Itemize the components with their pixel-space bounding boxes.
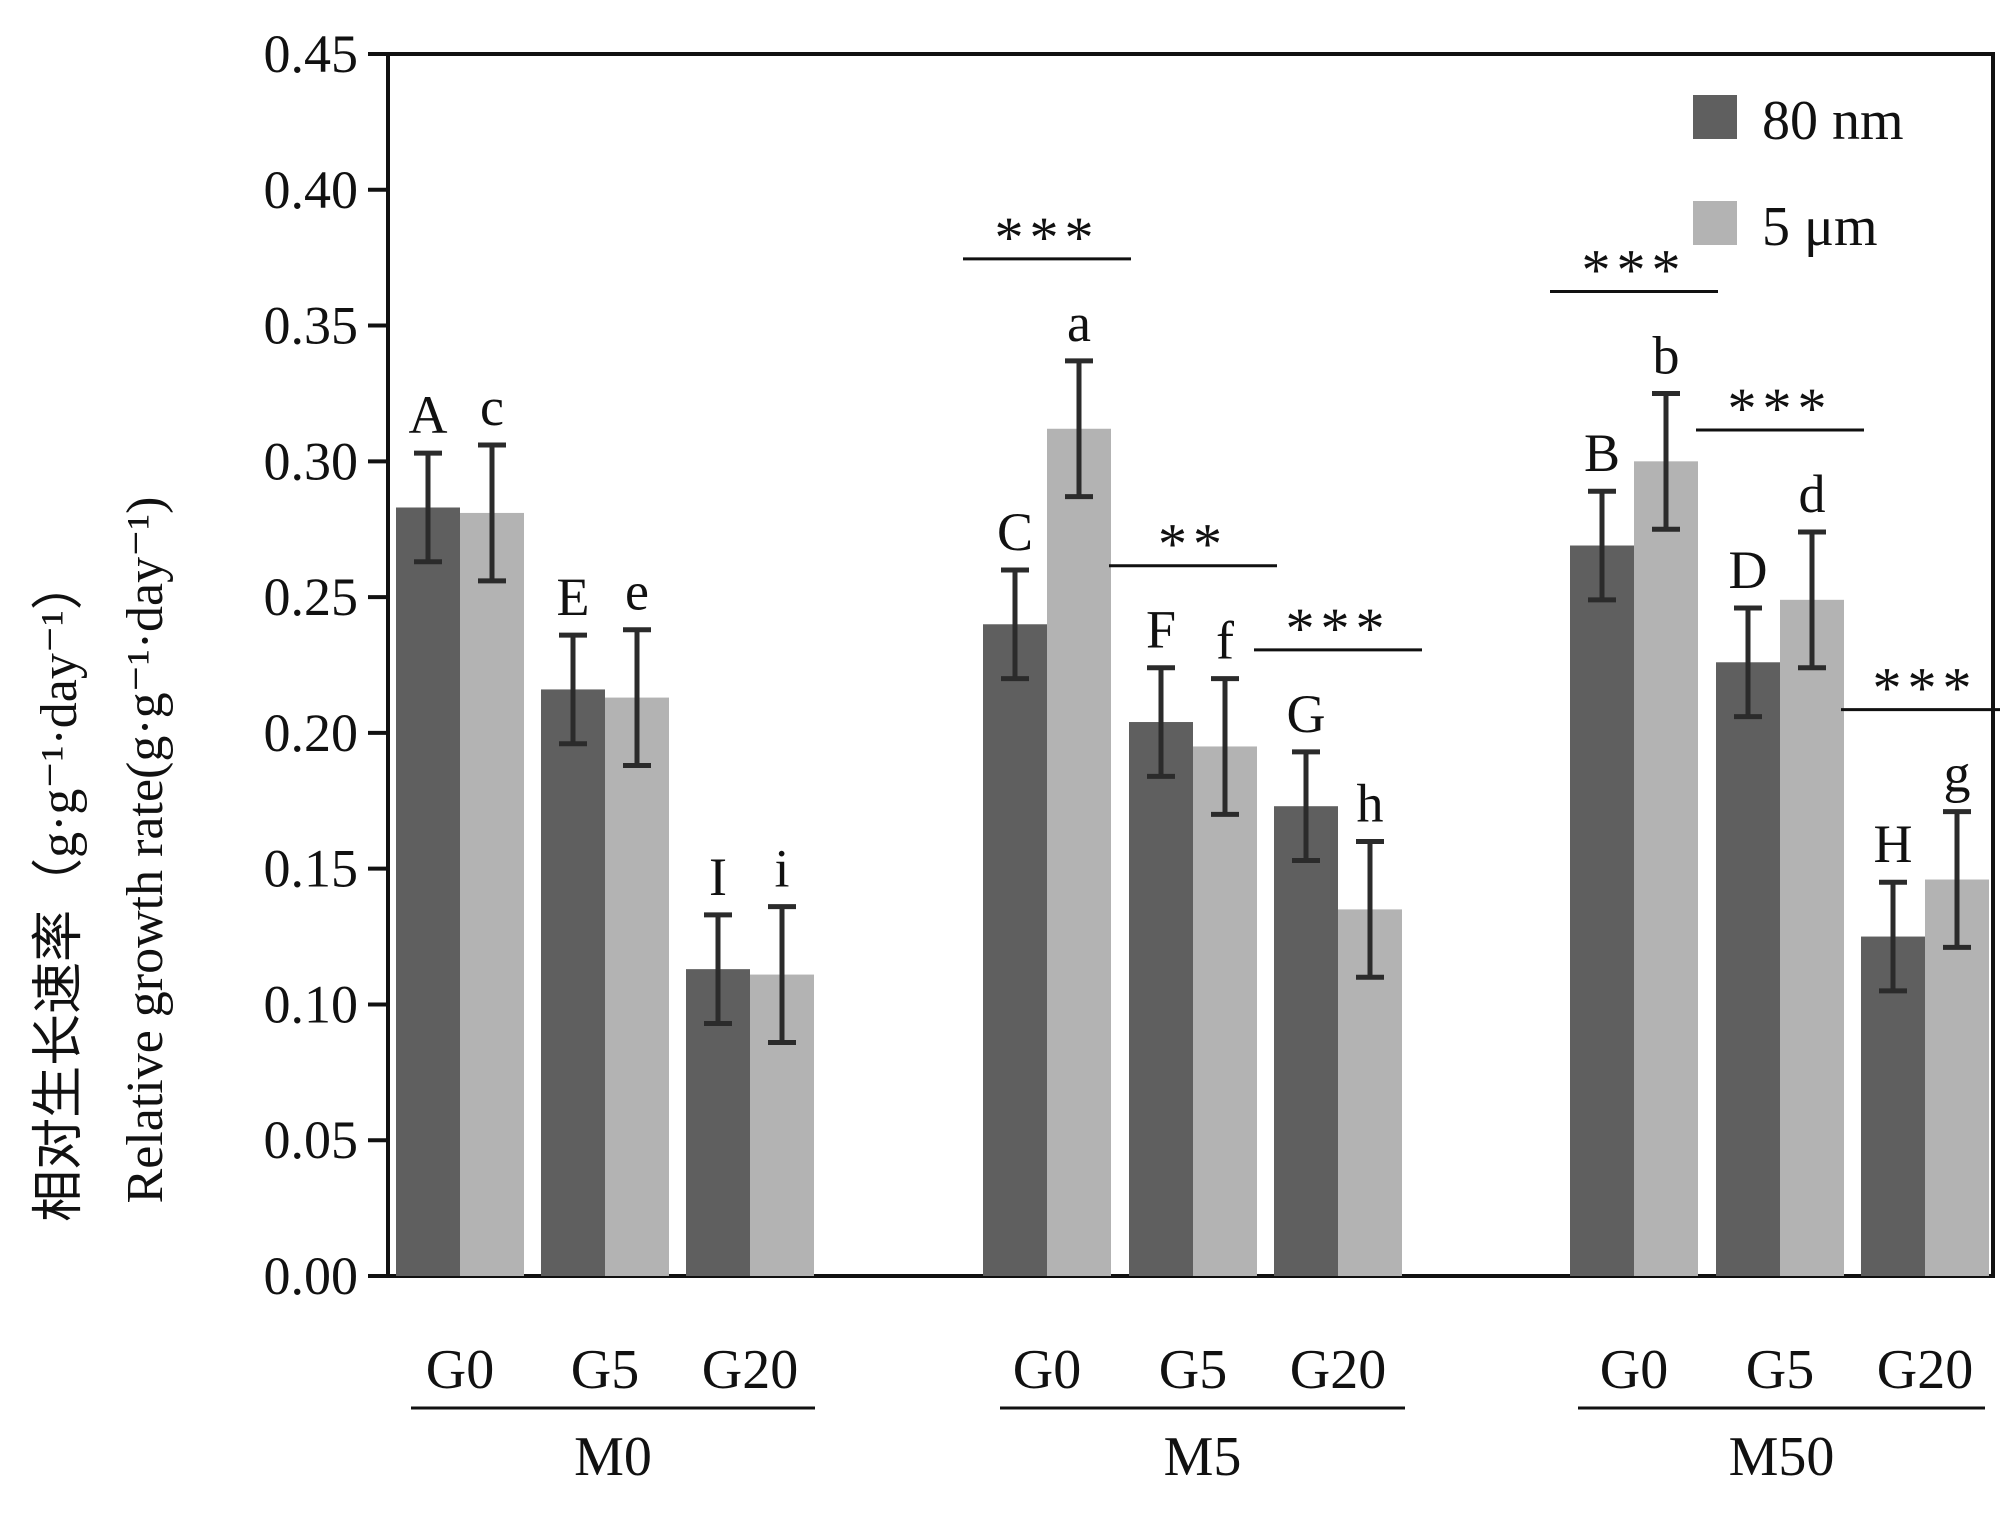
axes: 0.00 0.05 0.10 0.15 0.20 0.25 0.30 0.35 0.40 0.45: [264, 24, 1995, 1306]
y-tick-label: 0.20: [264, 703, 359, 763]
bar-M50-G0-5μm: [1634, 461, 1698, 1276]
legend: 80 nm 5 μm: [1693, 90, 1904, 258]
x-category-label: G20: [1877, 1339, 1973, 1401]
y-tick-label: 0.10: [264, 974, 359, 1034]
significance-asterisks: **: [1158, 512, 1228, 577]
y-tick-label: 0.00: [264, 1246, 359, 1306]
y-tick-label: 0.25: [264, 567, 359, 627]
significance-letter: b: [1653, 325, 1680, 385]
bar-M5-G5-80nm: [1129, 722, 1193, 1276]
significance-letter: A: [409, 385, 448, 445]
legend-label: 5 μm: [1762, 196, 1878, 258]
y-tick-label: 0.45: [264, 24, 359, 84]
y-tick-label: 0.30: [264, 431, 359, 491]
significance-letter: E: [557, 567, 590, 627]
bar-M50-G5-5μm: [1780, 599, 1844, 1276]
y-axis-title-english: Relative growth rate(g·g⁻¹·day⁻¹): [117, 497, 174, 1204]
x-axis-labels: G0 G5 G20 M0 G0 G5 G20 M5 G0 G5 G20 M50: [411, 1339, 1985, 1488]
bar-M0-G5-5μm: [605, 697, 669, 1276]
x-category-label: G0: [1600, 1339, 1668, 1401]
x-category-label: G5: [1746, 1339, 1814, 1401]
significance-asterisks: ***: [1286, 596, 1391, 661]
y-tick-label: 0.15: [264, 839, 359, 899]
significance-letter: F: [1146, 600, 1176, 660]
significance-letter: a: [1067, 293, 1091, 353]
bar-M50-G5-80nm: [1716, 662, 1780, 1276]
y-tick-label: 0.40: [264, 160, 359, 220]
significance-letter: B: [1584, 423, 1620, 483]
legend-swatch: [1693, 201, 1737, 245]
x-group-label: M50: [1729, 1426, 1835, 1488]
bar-M5-G0-5μm: [1047, 428, 1111, 1276]
significance-letter: c: [480, 377, 504, 437]
x-category-label: G0: [426, 1339, 494, 1401]
bar-M0-G5-80nm: [541, 689, 605, 1276]
bars-layer: [396, 358, 1989, 1276]
y-tick-label: 0.35: [264, 296, 359, 356]
significance-asterisks: ***: [1873, 656, 1978, 721]
y-axis-title-chinese: 相对生长速率（g·g⁻¹·day⁻¹）: [31, 558, 88, 1222]
significance-letter: g: [1944, 744, 1971, 804]
x-category-label: G20: [1290, 1339, 1386, 1401]
significance-letter: i: [774, 839, 789, 899]
bar-M5-G0-80nm: [983, 624, 1047, 1276]
significance-letter: C: [997, 502, 1033, 562]
significance-letter: f: [1216, 611, 1234, 671]
legend-label: 80 nm: [1762, 90, 1904, 152]
significance-asterisks: ***: [1728, 376, 1833, 441]
significance-letter: H: [1874, 814, 1913, 874]
significance-letter: G: [1287, 684, 1326, 744]
significance-letter: e: [625, 562, 649, 622]
legend-swatch: [1693, 95, 1737, 139]
significance-asterisks: ***: [1582, 237, 1687, 302]
bar-M50-G0-80nm: [1570, 545, 1634, 1276]
significance-letter: d: [1799, 464, 1826, 524]
bar-M0-G0-80nm: [396, 507, 460, 1276]
significance-letter: h: [1357, 774, 1384, 834]
x-category-label: G20: [702, 1339, 798, 1401]
bar-M0-G0-5μm: [460, 512, 524, 1276]
x-category-label: G5: [571, 1339, 639, 1401]
x-category-label: G0: [1013, 1339, 1081, 1401]
significance-asterisks: ***: [995, 205, 1100, 270]
y-tick-label: 0.05: [264, 1110, 359, 1170]
y-axis-title: 相对生长速率（g·g⁻¹·day⁻¹） Relative growth rate…: [31, 497, 174, 1222]
x-group-label: M5: [1164, 1426, 1242, 1488]
x-category-label: G5: [1159, 1339, 1227, 1401]
bar-M5-G5-5μm: [1193, 746, 1257, 1276]
bar-M5-G20-80nm: [1274, 806, 1338, 1276]
significance-letter: D: [1729, 540, 1768, 600]
significance-letter: I: [709, 847, 727, 907]
x-group-label: M0: [574, 1426, 652, 1488]
